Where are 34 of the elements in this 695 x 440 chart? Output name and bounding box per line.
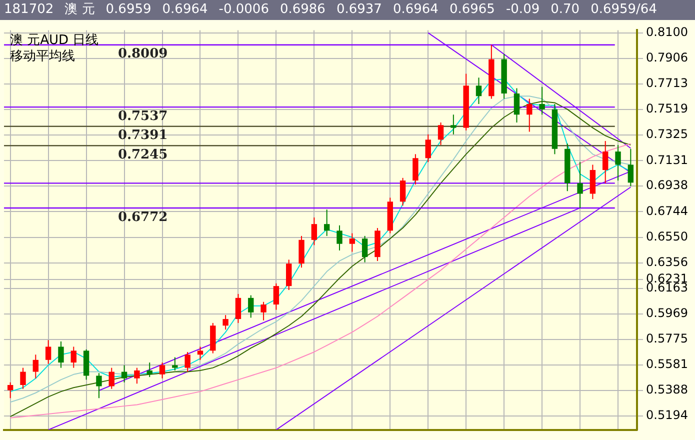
- text: 0.6937: [336, 2, 382, 17]
- y-tick-label: 0.6744: [646, 204, 688, 218]
- text: 0.6964: [162, 2, 208, 17]
- ref-line-label: 0.7391: [118, 128, 168, 144]
- text: 0.70: [550, 2, 580, 17]
- ref-line-label: 0.8009: [118, 46, 168, 62]
- y-tick-label: 0.7131: [646, 152, 688, 167]
- y-tick-label: 0.6356: [646, 254, 688, 269]
- text: 0.6959/64: [590, 2, 657, 17]
- text: -0.09: [506, 2, 540, 17]
- y-tick-label: 0.6550: [646, 229, 688, 244]
- y-tick-label: 0.7906: [646, 50, 688, 65]
- text: 0.6964: [392, 2, 438, 17]
- text: 澳 元: [64, 2, 95, 17]
- chart-title: 澳 元AUD 日线: [10, 33, 99, 48]
- ref-line-label: 0.7245: [118, 147, 168, 162]
- y-tick-label: 0.5969: [646, 306, 688, 320]
- y-tick-label: 0.5775: [646, 332, 688, 346]
- y-tick-label: 0.5581: [646, 357, 688, 372]
- y-tick-label: 0.5194: [646, 408, 688, 422]
- y-tick-label: 0.7325: [646, 127, 688, 142]
- ref-line-label: 0.7537: [118, 108, 168, 124]
- text: 0.6986: [280, 2, 326, 17]
- text: 移动平均线: [10, 49, 75, 64]
- y-tick-label: 0.5388: [646, 382, 688, 397]
- text: 0.6959: [106, 2, 152, 17]
- y-tick-label: 0.8100: [646, 24, 688, 39]
- y-tick-label: 0.7713: [646, 76, 688, 90]
- y-tick-label: 0.7519: [646, 102, 688, 116]
- text: 181702: [4, 2, 54, 17]
- text: -0.0006: [218, 2, 269, 17]
- y-tick-label: 0.6938: [646, 178, 688, 192]
- text: 0.6965: [449, 2, 495, 17]
- ref-line-label: 0.6772: [118, 210, 168, 225]
